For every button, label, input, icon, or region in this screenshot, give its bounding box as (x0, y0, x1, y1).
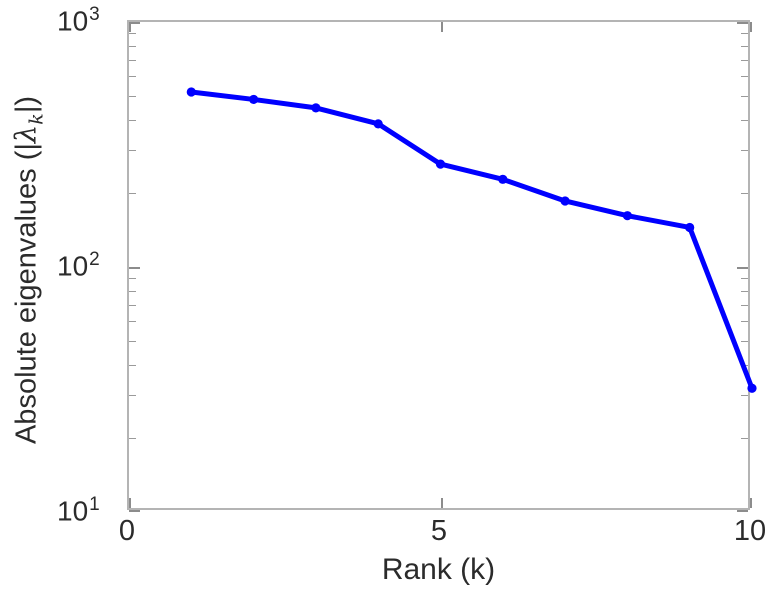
data-point-k-10 (747, 383, 757, 393)
y-axis-label-container: Absolute eigenvalues (|λk|) (0, 0, 56, 540)
y-minor-tick-40 (129, 364, 136, 366)
y-minor-tick-400 (129, 119, 136, 121)
data-point-k-9 (685, 222, 695, 233)
y-minor-tick-200 (129, 193, 136, 195)
y-tick-exponent: 3 (89, 4, 100, 25)
lambda-symbol: λ (8, 124, 43, 144)
x-tick-label-10: 10 (733, 515, 767, 547)
y-minor-tick-right-90 (741, 278, 748, 280)
y-major-tick-100 (129, 267, 140, 269)
x-tick-label-5: 5 (430, 515, 448, 547)
y-major-tick-right-100 (737, 267, 748, 269)
y-minor-tick-300 (129, 150, 136, 152)
data-point-k-8 (622, 211, 632, 221)
y-minor-tick-20 (129, 438, 136, 440)
y-minor-tick-right-500 (741, 95, 748, 97)
series-markers (186, 87, 757, 393)
data-point-k-6 (498, 174, 508, 184)
y-minor-tick-600 (129, 76, 136, 78)
y-minor-tick-right-900 (741, 33, 748, 35)
y-minor-tick-right-600 (741, 76, 748, 78)
x-major-tick-0 (129, 498, 131, 508)
y-major-tick-1000 (129, 22, 140, 24)
y-minor-tick-right-60 (741, 321, 748, 323)
y-minor-tick-right-200 (741, 193, 748, 195)
y-major-tick-right-10 (737, 510, 748, 512)
data-point-k-5 (435, 159, 446, 169)
y-minor-tick-60 (129, 321, 136, 323)
y-minor-tick-500 (129, 95, 136, 97)
y-minor-tick-right-400 (741, 119, 748, 121)
y-major-tick-10 (129, 510, 140, 512)
y-minor-tick-right-80 (741, 290, 748, 292)
y-minor-tick-right-300 (741, 150, 748, 152)
x-major-tick-top-0 (129, 22, 131, 32)
y-axis-label: Absolute eigenvalues (|λk|) (9, 96, 48, 444)
y-minor-tick-50 (129, 340, 136, 342)
y-minor-tick-80 (129, 290, 136, 292)
y-tick-exponent: 1 (89, 494, 100, 515)
series-line-absolute-eigenvalues (188, 89, 755, 391)
y-axis-label-prefix: Absolute eigenvalues (| (10, 143, 43, 445)
data-point-k-7 (560, 196, 570, 206)
data-point-k-3 (311, 103, 321, 113)
y-minor-tick-right-50 (741, 340, 748, 342)
y-axis-label-suffix: |) (10, 95, 43, 114)
y-tick-exponent: 2 (89, 249, 100, 270)
x-major-tick-5 (440, 498, 443, 508)
y-minor-tick-90 (129, 278, 136, 280)
y-minor-tick-right-30 (741, 395, 748, 397)
data-point-k-1 (186, 87, 196, 97)
y-tick-mantissa: 10 (57, 5, 89, 37)
data-point-k-4 (373, 119, 383, 129)
y-minor-tick-right-70 (741, 304, 748, 306)
x-tick-label-0: 0 (118, 515, 136, 547)
y-minor-tick-900 (129, 33, 136, 35)
y-minor-tick-800 (129, 45, 136, 47)
y-tick-mantissa: 10 (57, 250, 89, 282)
x-major-tick-top-5 (440, 22, 443, 32)
y-minor-tick-700 (129, 59, 136, 61)
data-point-k-2 (249, 94, 259, 105)
lambda-subscript: k (25, 113, 48, 125)
y-major-tick-right-1000 (737, 22, 748, 24)
y-tick-mantissa: 10 (57, 495, 89, 527)
y-minor-tick-right-700 (741, 59, 748, 61)
data-series-svg (186, 87, 757, 393)
plot-area (127, 20, 757, 512)
y-minor-tick-70 (129, 304, 136, 306)
x-major-tick-top-10 (750, 22, 752, 32)
x-axis-label: Rank (k) (381, 553, 496, 586)
y-minor-tick-right-20 (741, 438, 748, 440)
y-minor-tick-right-800 (741, 45, 748, 47)
y-minor-tick-30 (129, 395, 136, 397)
x-major-tick-10 (750, 498, 752, 508)
